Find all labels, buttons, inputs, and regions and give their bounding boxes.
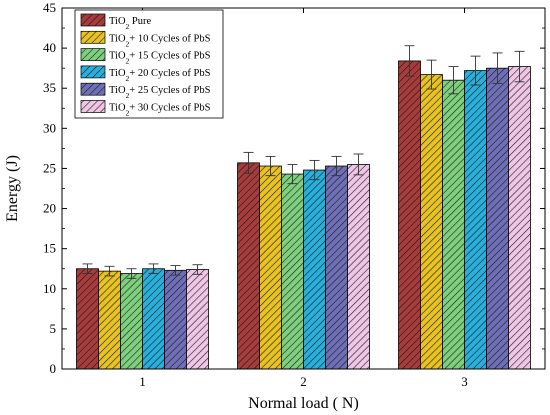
legend-swatch <box>80 65 106 79</box>
y-tick-label: 35 <box>43 80 56 95</box>
y-tick-label: 30 <box>43 120 56 135</box>
y-tick-label: 40 <box>43 40 56 55</box>
bar-0-cat-1 <box>76 268 99 370</box>
legend-label: TiO2+ 20 Cycles of PbS <box>109 68 211 83</box>
legend-box <box>74 9 224 119</box>
error-bar-4-cat-1 <box>170 265 181 276</box>
y-tick-label: 25 <box>43 160 56 175</box>
bar-0-cat-3 <box>398 60 421 370</box>
error-bar-4-cat-2 <box>331 155 342 177</box>
error-bar-0-cat-1 <box>82 263 93 274</box>
x-axis-title: Normal load ( N) <box>248 395 359 412</box>
bar-3-cat-3 <box>464 70 487 370</box>
bar-1-cat-2 <box>259 165 282 370</box>
bar-4-cat-1 <box>164 269 187 370</box>
y-tick-label: 5 <box>50 321 57 336</box>
bar-3-cat-1 <box>142 268 165 370</box>
legend-swatch <box>80 13 106 27</box>
error-bar-1-cat-1 <box>104 265 115 277</box>
bar-0-cat-2 <box>237 162 260 370</box>
bar-4-cat-3 <box>486 67 509 370</box>
bar-5-cat-2 <box>347 164 370 370</box>
error-bar-0-cat-2 <box>243 151 254 174</box>
legend: TiO2 Pure TiO2+ 10 Cycles of PbS TiO2+ 15 … <box>74 9 224 119</box>
error-bars-layer <box>82 45 525 279</box>
error-bar-2-cat-3 <box>448 66 459 95</box>
legend-label: TiO2+ 25 Cycles of PbS <box>109 85 211 100</box>
legend-swatch <box>80 48 106 61</box>
legend-swatch <box>80 30 106 44</box>
error-bar-2-cat-1 <box>126 268 137 279</box>
y-axis-title: Energy (J) <box>4 155 21 222</box>
axes: 0 5 10 15 20 25 30 35 40 45 1 2 3 <box>43 0 546 389</box>
bar-5-cat-1 <box>186 269 209 370</box>
error-bar-3-cat-2 <box>309 159 320 181</box>
x-tick-label: 2 <box>300 374 307 389</box>
bar-1-cat-1 <box>98 270 121 370</box>
legend-swatch <box>80 100 106 113</box>
error-bar-3-cat-1 <box>148 263 159 274</box>
x-tick-label: 1 <box>139 374 146 389</box>
error-bar-5-cat-1 <box>192 264 203 275</box>
legend-label: TiO2+ 15 Cycles of PbS <box>109 51 211 66</box>
y-tick-label: 10 <box>43 281 56 296</box>
legend-label: TiO2+ 30 Cycles of PbS <box>109 103 211 118</box>
error-bar-5-cat-2 <box>353 153 364 176</box>
legend-swatch <box>80 82 106 96</box>
legend-label: TiO2 Pure <box>109 16 152 31</box>
error-bar-4-cat-3 <box>492 52 503 84</box>
y-tick-label: 0 <box>50 361 57 376</box>
error-bar-1-cat-3 <box>426 59 437 90</box>
error-bar-1-cat-2 <box>265 155 276 177</box>
legend-label: TiO2+ 10 Cycles of PbS <box>109 33 211 48</box>
error-bar-5-cat-3 <box>514 50 525 83</box>
bar-2-cat-2 <box>281 173 304 370</box>
bars-layer <box>76 60 531 370</box>
bar-4-cat-2 <box>325 165 348 370</box>
error-bar-0-cat-3 <box>404 45 415 77</box>
bar-3-cat-2 <box>303 169 326 370</box>
bar-2-cat-1 <box>120 273 143 370</box>
y-tick-label: 20 <box>43 201 56 216</box>
bar-2-cat-3 <box>442 79 465 370</box>
y-tick-label: 15 <box>43 241 56 256</box>
bar-5-cat-3 <box>508 66 531 370</box>
y-tick-label: 45 <box>43 0 56 15</box>
error-bar-2-cat-2 <box>287 163 298 185</box>
x-tick-label: 3 <box>461 374 468 389</box>
bar-1-cat-3 <box>420 74 443 370</box>
error-bar-3-cat-3 <box>470 55 481 86</box>
